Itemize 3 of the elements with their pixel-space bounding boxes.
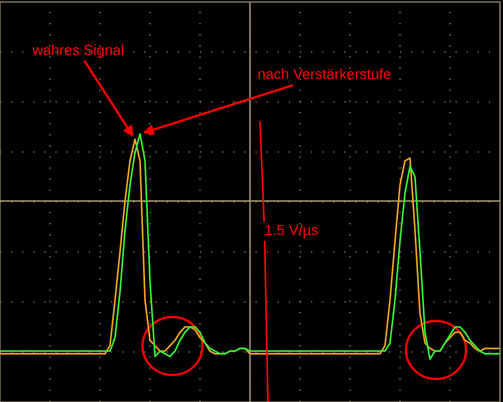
text: nach Verstärkerstufe xyxy=(258,68,391,80)
annotation: 1.5 V/µs xyxy=(266,224,318,238)
text: wahres Signal xyxy=(32,44,124,58)
